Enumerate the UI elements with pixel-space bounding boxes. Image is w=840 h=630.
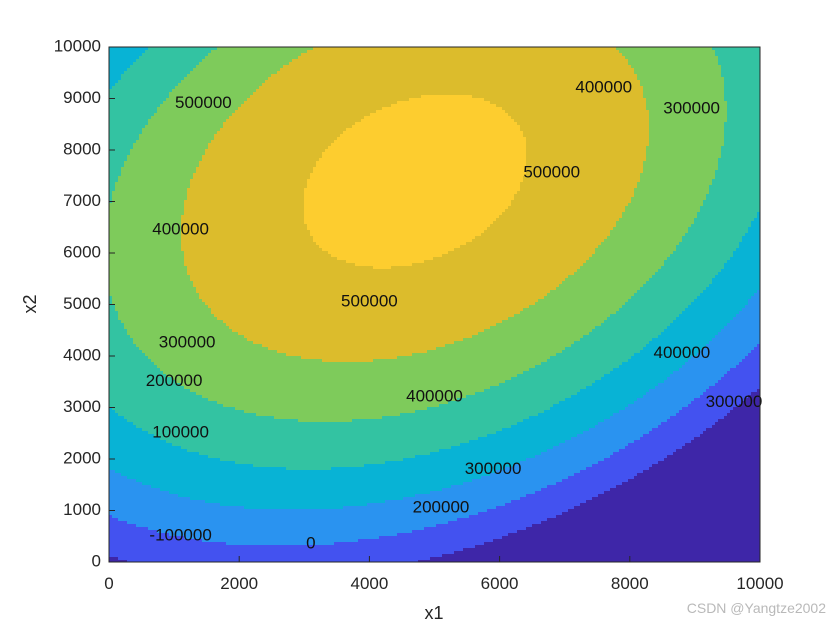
contour-fill-layer <box>109 47 761 564</box>
